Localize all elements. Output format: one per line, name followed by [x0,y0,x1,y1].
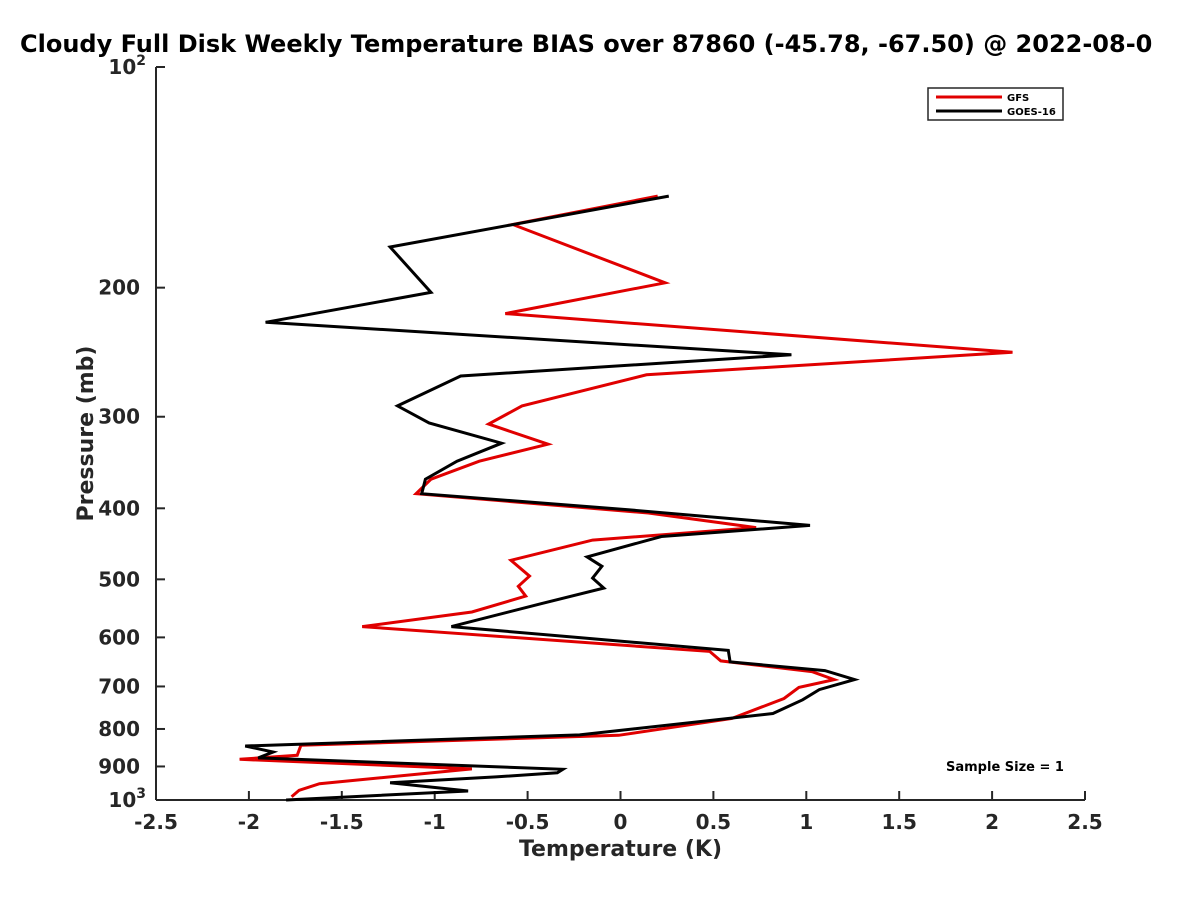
y-tick-label-base: 10 [108,55,136,79]
legend-box [927,87,1064,121]
chart-title: Cloudy Full Disk Weekly Temperature BIAS… [20,30,1153,58]
y-tick-label: 700 [98,674,140,698]
legend: GFS GOES-16 [927,87,1064,121]
x-tick-label: -2.5 [134,810,178,834]
x-tick-label: 2.5 [1067,810,1102,834]
y-tick-label-exponent: 3 [136,786,146,802]
sample-size-annotation: Sample Size = 1 [946,760,1064,775]
y-tick-label: 102 [108,53,146,79]
y-tick-label: 400 [98,496,140,520]
series-layer [239,194,1013,802]
y-tick-label: 900 [98,754,140,778]
y-tick-label: 300 [98,405,140,429]
x-tick-label: 0 [614,810,628,834]
legend-label: GFS [1007,93,1029,104]
series-line-gfs [239,194,1013,798]
x-tick-label: 1 [799,810,813,834]
x-tick-label: -2 [238,810,260,834]
y-tick-label-base: 10 [108,788,136,812]
y-axis-label: Pressure (mb) [74,346,99,522]
y-tick-label: 800 [98,717,140,741]
y-tick-label-exponent: 2 [136,53,146,69]
axes: -2.5 -2 -1.5 -1 -0.5 0 0.5 1 1.5 2 2.5102200300400… [74,53,1103,862]
series-line-goes-16 [244,194,860,802]
annotation-layer: Sample Size = 1 [946,760,1064,775]
y-tick-label: 600 [98,625,140,649]
x-tick-label: -0.5 [506,810,550,834]
x-tick-label: 1.5 [881,810,916,834]
x-tick-label: -1 [424,810,446,834]
x-tick-label: 0.5 [696,810,731,834]
x-tick-label: -1.5 [320,810,364,834]
legend-label: GOES-16 [1007,107,1056,118]
x-tick-label: 2 [985,810,999,834]
y-tick-label: 500 [98,567,140,591]
y-tick-label: 200 [98,276,140,300]
x-axis-label: Temperature (K) [519,837,722,862]
y-tick-label: 103 [108,786,146,812]
